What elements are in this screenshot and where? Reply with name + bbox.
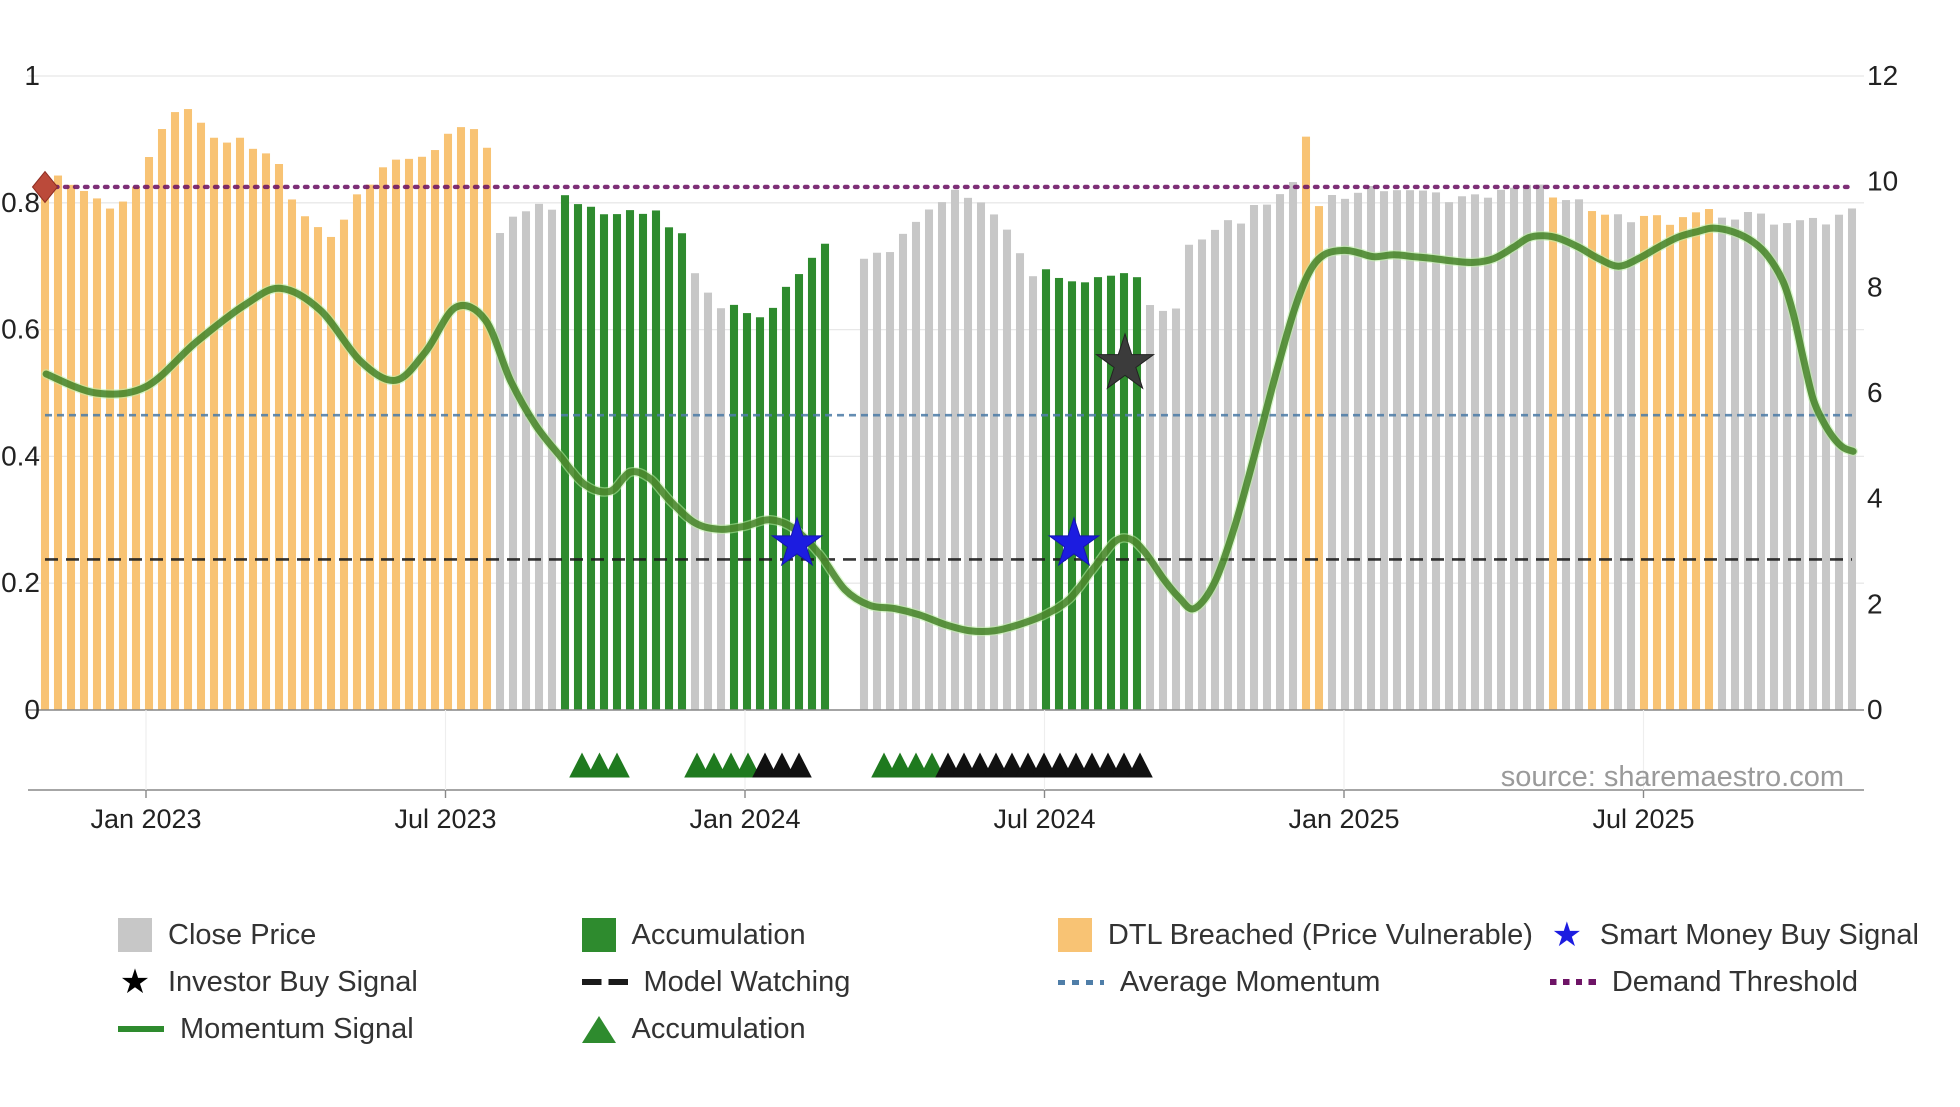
svg-text:0.8: 0.8 [1, 187, 40, 218]
svg-text:1: 1 [24, 60, 40, 91]
svg-text:Jan 2025: Jan 2025 [1288, 804, 1399, 834]
svg-text:0: 0 [24, 694, 40, 725]
svg-text:Jul 2023: Jul 2023 [394, 804, 496, 834]
svg-text:0: 0 [1867, 694, 1883, 725]
svg-text:Jan 2024: Jan 2024 [689, 804, 800, 834]
svg-text:Jul 2024: Jul 2024 [993, 804, 1095, 834]
svg-text:0.6: 0.6 [1, 314, 40, 345]
svg-text:0.2: 0.2 [1, 567, 40, 598]
svg-text:10: 10 [1867, 166, 1898, 197]
svg-text:12: 12 [1867, 60, 1898, 91]
svg-text:4: 4 [1867, 483, 1883, 514]
svg-text:8: 8 [1867, 271, 1883, 302]
svg-text:source: sharemaestro.com: source: sharemaestro.com [1501, 761, 1844, 793]
svg-text:2: 2 [1867, 588, 1883, 619]
svg-text:Jan 2023: Jan 2023 [90, 804, 201, 834]
svg-text:0.4: 0.4 [1, 440, 40, 471]
svg-text:6: 6 [1867, 377, 1883, 408]
svg-text:Jul 2025: Jul 2025 [1592, 804, 1694, 834]
